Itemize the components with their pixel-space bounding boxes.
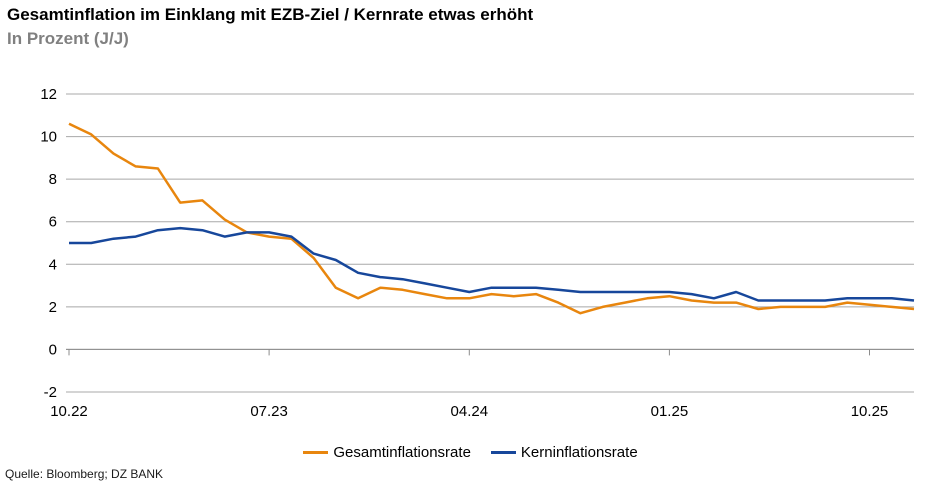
series-line-gesamtinflationsrate bbox=[68, 122, 915, 315]
y-axis-label: 0 bbox=[49, 341, 57, 358]
y-axis-label: 12 bbox=[40, 86, 57, 103]
legend-item-gesamtinflationsrate: Gesamtinflationsrate bbox=[303, 444, 471, 461]
x-axis-label: 10.25 bbox=[851, 403, 889, 420]
x-axis-label: 04.24 bbox=[451, 403, 489, 420]
line-chart: -2 0 2 4 6 8 10 12 10.22 07.23 04.24 01.25 10.25 bbox=[40, 86, 915, 420]
y-axis-label: 10 bbox=[40, 129, 57, 146]
y-axis-label: 8 bbox=[49, 171, 57, 188]
legend-swatch-blue-line bbox=[490, 451, 516, 454]
legend-label-kerninflationsrate: Kerninflationsrate bbox=[520, 444, 638, 461]
y-axis-label: -2 bbox=[44, 384, 57, 401]
y-axis-label: 2 bbox=[49, 299, 57, 316]
x-axis-label: 07.23 bbox=[250, 403, 288, 420]
x-axis-label: 10.22 bbox=[50, 403, 88, 420]
legend-swatch-orange-line bbox=[303, 451, 329, 454]
y-axis-label: 4 bbox=[49, 256, 57, 273]
legend-label-gesamtinflationsrate: Gesamtinflationsrate bbox=[333, 444, 471, 461]
chart-subtitle: In Prozent (J/J) bbox=[7, 29, 129, 48]
chart-legend: Gesamtinflationsrate Kerninflationsrate bbox=[0, 444, 941, 461]
y-axis-label: 6 bbox=[49, 214, 57, 231]
source-note: Quelle: Bloomberg; DZ BANK bbox=[5, 467, 164, 481]
legend-item-kerninflationsrate: Kerninflationsrate bbox=[490, 444, 638, 461]
x-axis-label: 01.25 bbox=[651, 403, 689, 420]
chart-title: Gesamtinflation im Einklang mit EZB-Ziel… bbox=[7, 5, 534, 24]
series-line-kerninflationsrate bbox=[69, 226, 915, 302]
